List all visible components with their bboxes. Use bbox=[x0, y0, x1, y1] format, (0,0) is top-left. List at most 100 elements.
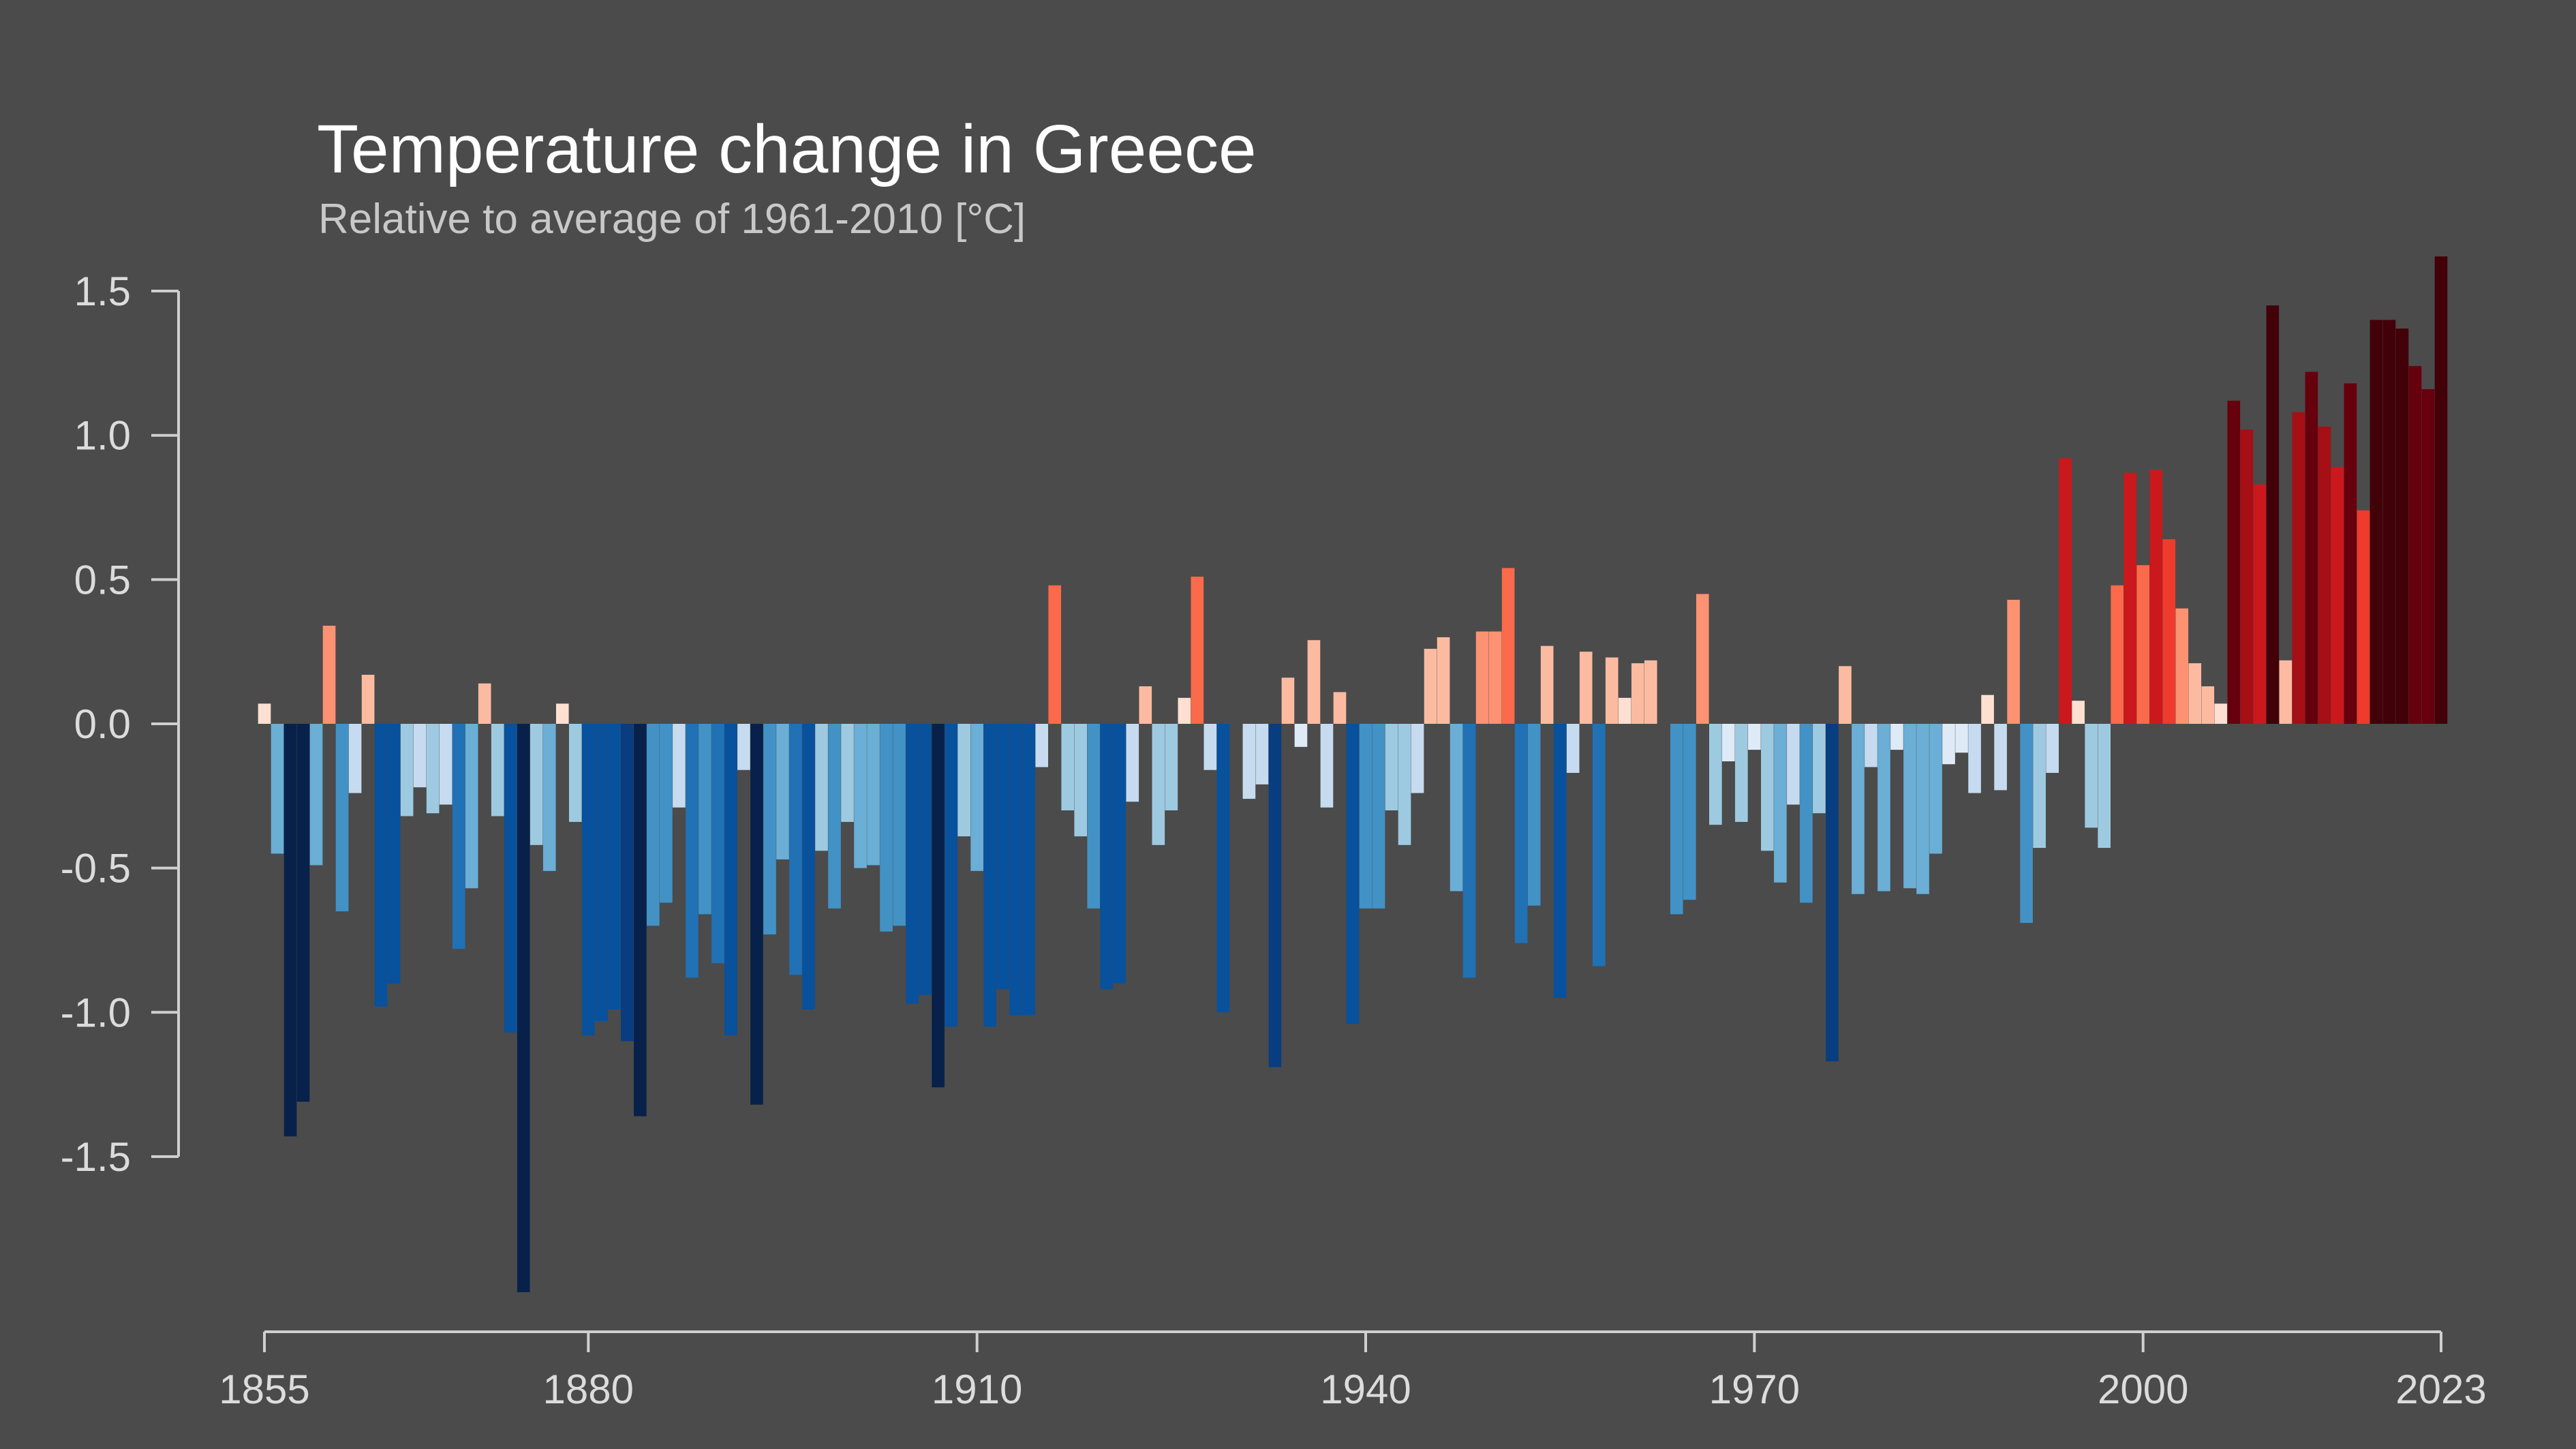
bar-1940 bbox=[1359, 724, 1373, 909]
bar-1896 bbox=[789, 724, 802, 975]
bar-1933 bbox=[1268, 724, 1282, 1067]
bar-1920 bbox=[1100, 724, 1114, 990]
bar-1948 bbox=[1462, 724, 1476, 978]
bar-1958 bbox=[1592, 724, 1606, 966]
bar-1944 bbox=[1411, 724, 1424, 793]
bar-1986 bbox=[1955, 724, 1968, 753]
bar-1998 bbox=[2111, 585, 2124, 724]
bar-2001 bbox=[2149, 470, 2163, 724]
bar-1865 bbox=[387, 724, 401, 983]
bar-1902 bbox=[867, 724, 880, 866]
bar-1943 bbox=[1398, 724, 1411, 845]
bar-1873 bbox=[491, 724, 504, 817]
bar-1941 bbox=[1372, 724, 1385, 909]
bar-1980 bbox=[1877, 724, 1890, 891]
bar-2017 bbox=[2357, 510, 2370, 724]
x-tick-label: 1940 bbox=[1320, 1367, 1411, 1412]
bar-1971 bbox=[1761, 724, 1774, 851]
bar-1950 bbox=[1488, 631, 1502, 724]
bar-2010 bbox=[2266, 305, 2280, 724]
bar-1888 bbox=[686, 724, 699, 978]
bar-1866 bbox=[400, 724, 414, 817]
bar-1861 bbox=[335, 724, 349, 912]
bar-1915 bbox=[1035, 724, 1049, 767]
y-tick-label: -1.0 bbox=[61, 990, 131, 1035]
bar-1937 bbox=[1320, 724, 1334, 808]
bar-2011 bbox=[2279, 660, 2293, 724]
bar-1884 bbox=[634, 724, 647, 1116]
bar-2018 bbox=[2370, 320, 2383, 724]
bar-1991 bbox=[2020, 724, 2033, 924]
bar-1878 bbox=[555, 703, 569, 724]
bar-1926 bbox=[1178, 697, 1191, 724]
bar-1906 bbox=[919, 724, 932, 995]
bar-1897 bbox=[802, 724, 815, 1010]
bar-1871 bbox=[465, 724, 478, 889]
bar-1857 bbox=[283, 724, 297, 1137]
bar-1952 bbox=[1514, 724, 1528, 943]
bar-1992 bbox=[2033, 724, 2046, 849]
bar-1977 bbox=[1839, 666, 1852, 724]
bar-2007 bbox=[2227, 400, 2241, 724]
bar-1858 bbox=[296, 724, 310, 1102]
bar-1903 bbox=[880, 724, 893, 932]
bar-1988 bbox=[1981, 695, 1994, 724]
bar-2013 bbox=[2305, 371, 2318, 724]
bar-series bbox=[258, 256, 2448, 1292]
bar-1953 bbox=[1527, 724, 1541, 906]
bar-2006 bbox=[2214, 703, 2228, 724]
bar-1957 bbox=[1579, 652, 1593, 724]
bar-1942 bbox=[1385, 724, 1398, 810]
bar-1927 bbox=[1191, 577, 1204, 724]
x-axis: 1855 1880 1910 1940 1970 2000 2023 bbox=[219, 1330, 2487, 1412]
bar-1900 bbox=[841, 724, 854, 822]
bar-1893 bbox=[750, 724, 763, 1105]
bar-1962 bbox=[1644, 660, 1657, 724]
bar-1951 bbox=[1501, 568, 1515, 724]
bar-1894 bbox=[763, 724, 776, 935]
bar-1919 bbox=[1087, 724, 1101, 909]
x-tick-label: 1970 bbox=[1709, 1367, 1800, 1412]
bar-1954 bbox=[1540, 645, 1554, 724]
bar-1881 bbox=[594, 724, 608, 1021]
bar-1916 bbox=[1048, 585, 1062, 724]
bar-1890 bbox=[711, 724, 724, 964]
bar-1912 bbox=[996, 724, 1009, 990]
bar-1985 bbox=[1942, 724, 1955, 765]
bar-2000 bbox=[2136, 565, 2150, 724]
bar-1978 bbox=[1852, 724, 1865, 894]
y-tick-label: 1.0 bbox=[74, 413, 131, 459]
bar-1891 bbox=[724, 724, 737, 1036]
x-tick-label: 1855 bbox=[219, 1367, 309, 1412]
bar-1945 bbox=[1424, 648, 1437, 724]
bar-1877 bbox=[542, 724, 556, 871]
bar-1994 bbox=[2059, 458, 2072, 724]
bar-1908 bbox=[945, 724, 957, 1027]
bar-1975 bbox=[1813, 724, 1826, 814]
bar-2002 bbox=[2162, 539, 2176, 724]
x-tick-label: 1880 bbox=[543, 1367, 634, 1412]
bar-1960 bbox=[1618, 697, 1631, 724]
bar-1947 bbox=[1450, 724, 1463, 891]
bar-1922 bbox=[1126, 724, 1139, 802]
chart-subtitle: Relative to average of 1961-2010 [°C] bbox=[318, 196, 1026, 243]
bar-2005 bbox=[2201, 686, 2215, 724]
bar-1964 bbox=[1670, 724, 1683, 915]
bar-1883 bbox=[621, 724, 634, 1041]
bar-1959 bbox=[1605, 657, 1619, 724]
bar-2012 bbox=[2292, 412, 2305, 724]
bar-1946 bbox=[1437, 637, 1450, 724]
bar-1895 bbox=[776, 724, 789, 859]
bar-1868 bbox=[426, 724, 440, 814]
bar-2014 bbox=[2318, 427, 2331, 724]
chart-title: Temperature change in Greece bbox=[317, 111, 1257, 187]
bar-1961 bbox=[1631, 663, 1644, 724]
bar-1910 bbox=[970, 724, 983, 871]
bar-1925 bbox=[1165, 724, 1178, 810]
bar-1966 bbox=[1696, 594, 1709, 724]
bar-1989 bbox=[1994, 724, 2007, 791]
bar-1934 bbox=[1281, 677, 1295, 724]
bar-1905 bbox=[906, 724, 919, 1004]
bar-1863 bbox=[361, 675, 375, 724]
